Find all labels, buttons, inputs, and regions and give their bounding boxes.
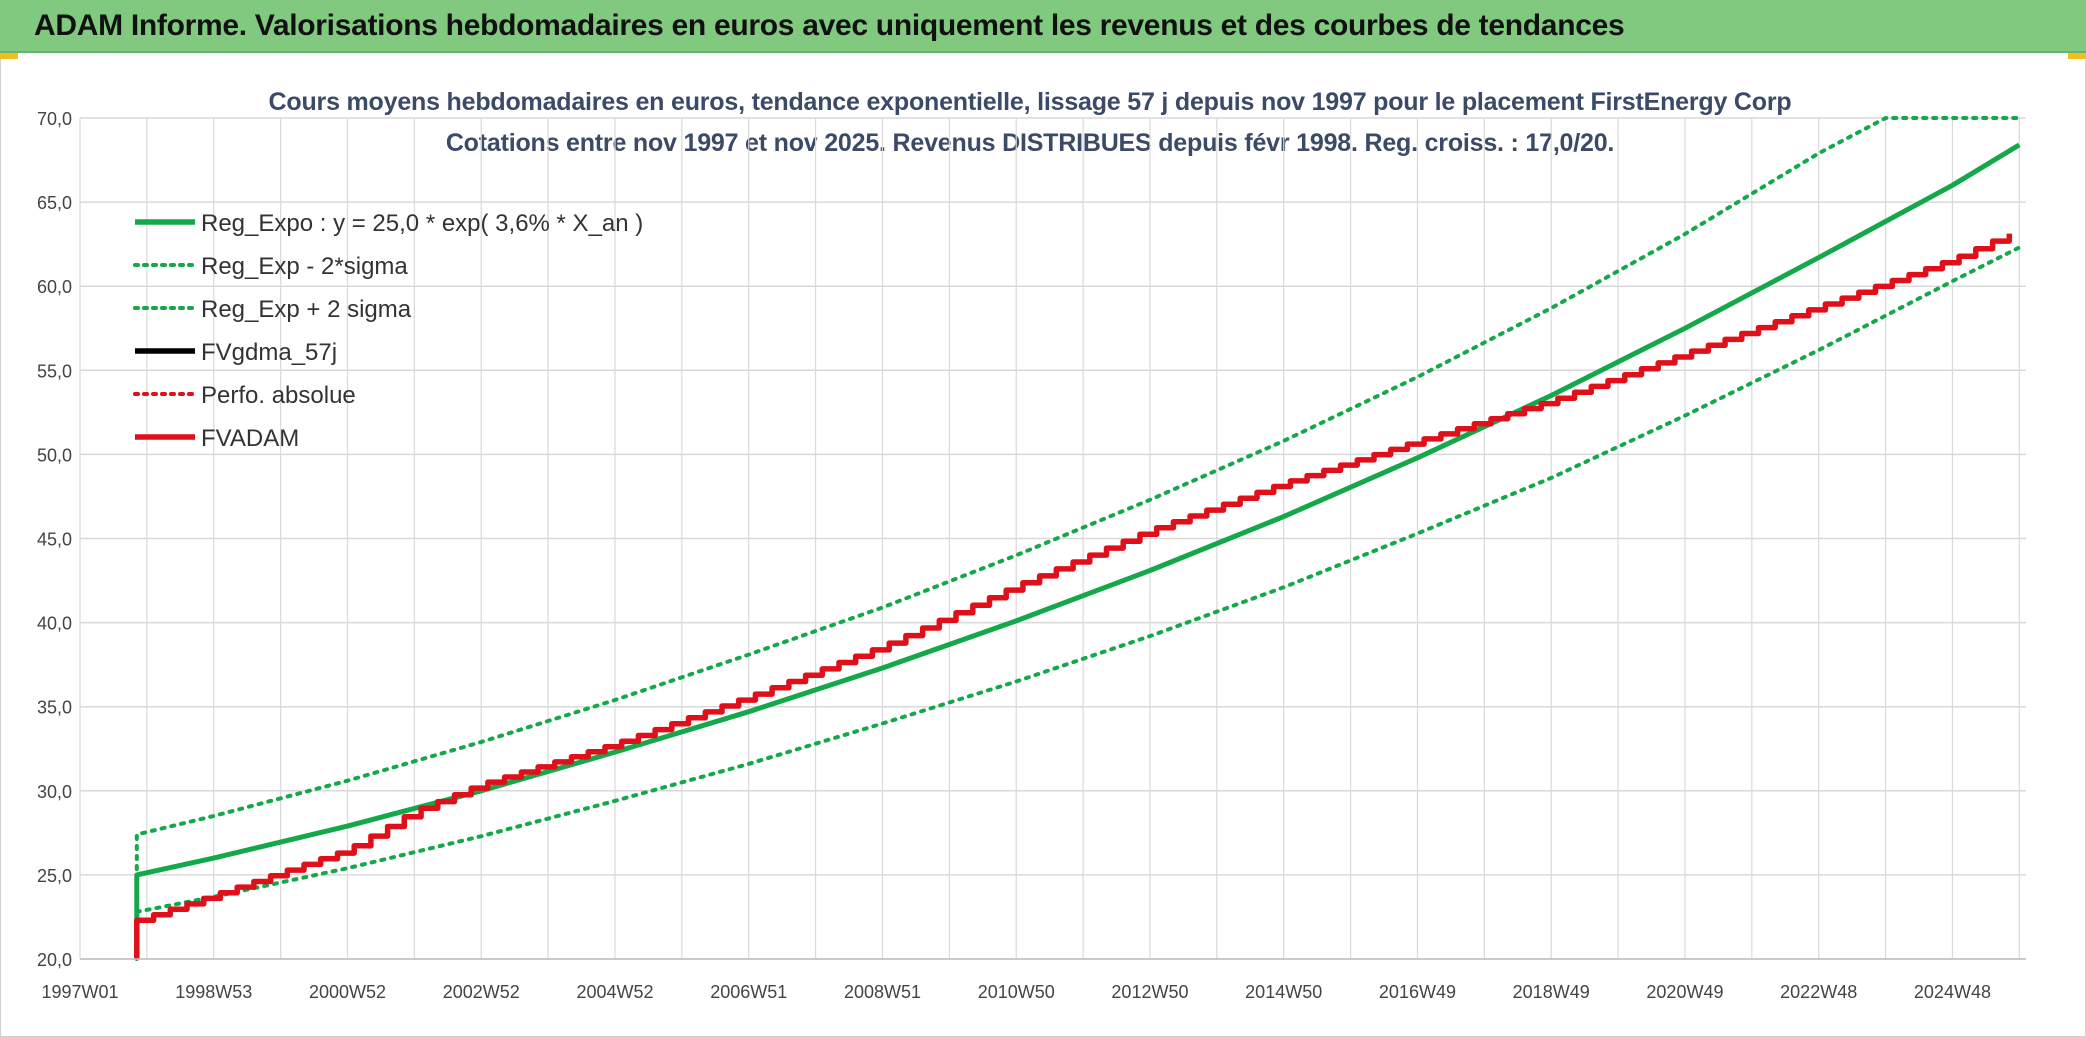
legend-label: Reg_Expo : y = 25,0 * exp( 3,6% * X_an )	[201, 210, 643, 237]
y-tick-label: 20,0	[37, 950, 72, 970]
series-line-0	[134, 142, 2021, 959]
grid-layer	[79, 117, 2026, 960]
x-tick-label: 2016W49	[1379, 982, 1456, 1002]
chart-title: Cours moyens hebdomadaires en euros, ten…	[268, 88, 1792, 116]
corner-mark-left	[0, 53, 18, 59]
legend-label: Perfo. absolue	[201, 382, 356, 409]
x-tick-label: 2002W52	[443, 982, 520, 1002]
x-tick-label: 2008W51	[844, 982, 921, 1002]
header-banner: ADAM Informe. Valorisations hebdomadaire…	[0, 0, 2086, 53]
x-tick-label: 2018W49	[1513, 982, 1590, 1002]
series-line-5	[134, 233, 2013, 959]
series-line-2	[134, 116, 2022, 961]
y-tick-label: 50,0	[37, 445, 72, 465]
y-tick-label: 45,0	[37, 530, 72, 550]
y-tick-label: 25,0	[37, 866, 72, 886]
x-tick-label: 2006W51	[710, 982, 787, 1002]
x-tick-label: 2020W49	[1646, 982, 1723, 1002]
series-line-1	[134, 245, 2022, 914]
x-tick-label: 1997W01	[41, 982, 118, 1002]
series-layer	[134, 116, 2022, 961]
x-tick-label: 2010W50	[978, 982, 1055, 1002]
legend-label: FVgdma_57j	[201, 339, 337, 366]
y-tick-label: 70,0	[37, 109, 72, 129]
x-tick-label: 2000W52	[309, 982, 386, 1002]
y-tick-label: 35,0	[37, 698, 72, 718]
x-tick-label: 2012W50	[1111, 982, 1188, 1002]
x-tick-label: 1998W53	[175, 982, 252, 1002]
legend: Reg_Expo : y = 25,0 * exp( 3,6% * X_an )…	[133, 210, 643, 452]
axis-layer: 20,0 25,0 30,0 35,0 40,0 45,0 50,0 55,0 60,0 65,0…	[37, 109, 2026, 1002]
chart-subtitle: Cotations entre nov 1997 et nov 2025. Re…	[445, 129, 1615, 157]
legend-label: Reg_Exp - 2*sigma	[201, 253, 408, 280]
legend-label: Reg_Exp + 2 sigma	[201, 296, 412, 323]
x-tick-label: 2024W48	[1914, 982, 1991, 1002]
x-tick-label: 2022W48	[1780, 982, 1857, 1002]
y-tick-label: 40,0	[37, 614, 72, 634]
y-tick-label: 60,0	[37, 277, 72, 297]
y-tick-label: 55,0	[37, 361, 72, 381]
legend-label: FVADAM	[201, 425, 299, 452]
y-tick-label: 65,0	[37, 193, 72, 213]
corner-mark-right	[2068, 53, 2086, 59]
y-tick-label: 30,0	[37, 782, 72, 802]
page-title: ADAM Informe. Valorisations hebdomadaire…	[34, 9, 1625, 42]
x-tick-label: 2004W52	[576, 982, 653, 1002]
x-tick-label: 2014W50	[1245, 982, 1322, 1002]
